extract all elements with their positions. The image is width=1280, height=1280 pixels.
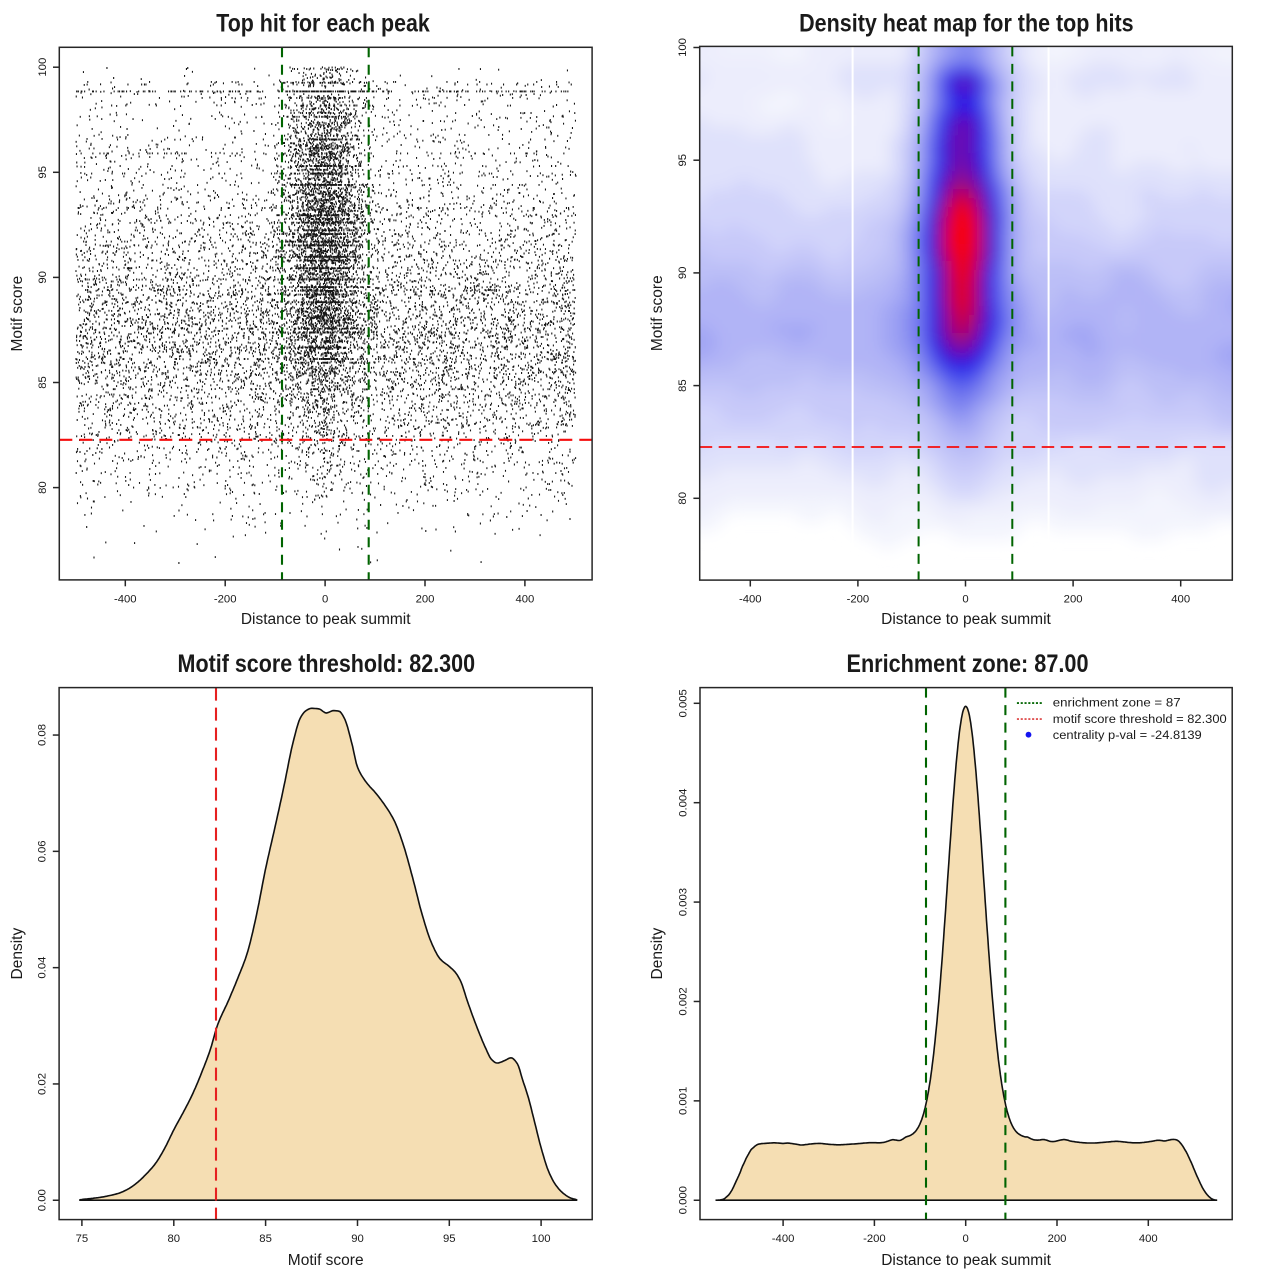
svg-text:0.000: 0.000 — [677, 1186, 689, 1214]
svg-text:Distance to peak summit: Distance to peak summit — [241, 611, 411, 628]
svg-text:Density: Density — [9, 928, 26, 980]
svg-text:80: 80 — [168, 1233, 181, 1245]
svg-text:0: 0 — [322, 593, 328, 605]
svg-text:200: 200 — [416, 593, 435, 605]
svg-text:Motif score threshold: 82.300: Motif score threshold: 82.300 — [178, 650, 476, 678]
svg-text:0.004: 0.004 — [677, 789, 689, 817]
svg-text:0.08: 0.08 — [36, 724, 48, 746]
svg-text:75: 75 — [76, 1233, 89, 1245]
svg-text:90: 90 — [677, 267, 689, 280]
svg-text:Enrichment zone: 87.00: Enrichment zone: 87.00 — [847, 650, 1089, 678]
svg-text:0.06: 0.06 — [36, 840, 48, 862]
svg-text:Distance to peak summit: Distance to peak summit — [881, 1252, 1051, 1269]
svg-text:-200: -200 — [214, 593, 237, 605]
svg-text:100: 100 — [677, 38, 689, 57]
svg-text:200: 200 — [1048, 1233, 1067, 1245]
svg-text:Motif score: Motif score — [9, 276, 26, 352]
svg-text:Density heat map for the top h: Density heat map for the top hits — [799, 10, 1134, 38]
svg-text:80: 80 — [677, 492, 689, 505]
svg-text:90: 90 — [351, 1233, 364, 1245]
svg-text:85: 85 — [37, 376, 49, 389]
svg-text:0.02: 0.02 — [36, 1073, 48, 1095]
svg-text:0: 0 — [963, 1233, 969, 1245]
svg-text:200: 200 — [1064, 593, 1083, 605]
svg-text:0: 0 — [962, 593, 968, 605]
svg-text:400: 400 — [515, 593, 534, 605]
svg-text:0.04: 0.04 — [36, 957, 48, 979]
svg-text:0.00: 0.00 — [36, 1189, 48, 1211]
svg-text:enrichment zone = 87: enrichment zone = 87 — [1053, 696, 1181, 710]
svg-text:0.002: 0.002 — [677, 987, 689, 1015]
svg-text:Top hit for each peak: Top hit for each peak — [216, 10, 430, 38]
svg-text:100: 100 — [37, 58, 49, 77]
svg-text:Motif score: Motif score — [649, 275, 666, 351]
svg-text:85: 85 — [259, 1233, 272, 1245]
svg-text:centrality p-val = -24.8139: centrality p-val = -24.8139 — [1053, 728, 1202, 742]
svg-text:-400: -400 — [739, 593, 762, 605]
svg-text:Density: Density — [649, 928, 666, 980]
svg-text:-200: -200 — [847, 593, 870, 605]
svg-text:Distance to peak summit: Distance to peak summit — [881, 611, 1051, 628]
svg-text:-400: -400 — [114, 593, 137, 605]
svg-text:95: 95 — [677, 154, 689, 167]
svg-text:0.005: 0.005 — [677, 689, 689, 717]
svg-text:Motif score: Motif score — [288, 1252, 364, 1269]
svg-text:95: 95 — [37, 166, 49, 179]
svg-text:100: 100 — [532, 1233, 551, 1245]
svg-text:80: 80 — [37, 481, 49, 494]
svg-text:0.003: 0.003 — [677, 888, 689, 916]
svg-text:-400: -400 — [772, 1233, 795, 1245]
svg-text:motif score threshold = 82.300: motif score threshold = 82.300 — [1053, 712, 1227, 726]
svg-text:400: 400 — [1139, 1233, 1158, 1245]
svg-text:400: 400 — [1171, 593, 1190, 605]
svg-text:0.001: 0.001 — [677, 1087, 689, 1115]
svg-text:85: 85 — [677, 379, 689, 392]
svg-text:-200: -200 — [863, 1233, 886, 1245]
svg-text:95: 95 — [443, 1233, 456, 1245]
svg-text:90: 90 — [37, 271, 49, 284]
